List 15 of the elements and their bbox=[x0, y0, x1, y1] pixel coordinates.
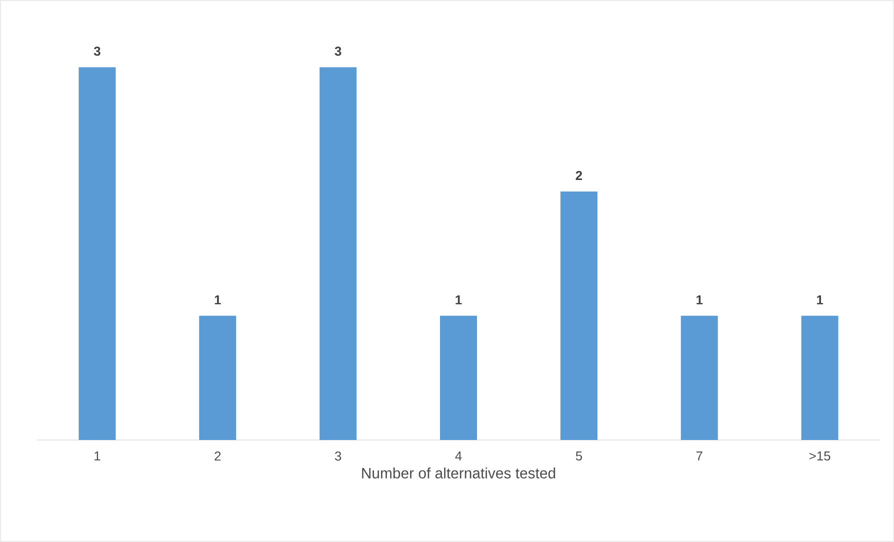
data-label: 1 bbox=[696, 295, 703, 304]
data-label: 3 bbox=[94, 46, 100, 56]
x-tick-label: >15 bbox=[809, 451, 830, 461]
data-label: 3 bbox=[334, 46, 342, 56]
x-axis-title: Number of alternatives tested bbox=[362, 468, 556, 478]
data-label: 1 bbox=[456, 295, 462, 304]
data-label: 1 bbox=[817, 295, 824, 304]
x-tick-label: 2 bbox=[214, 451, 221, 461]
x-tick-label: 7 bbox=[696, 451, 702, 460]
x-tick-label: 3 bbox=[334, 451, 342, 461]
x-tick-label: 4 bbox=[455, 451, 462, 460]
x-tick-label: 5 bbox=[576, 451, 582, 461]
data-label: 1 bbox=[214, 295, 221, 304]
x-tick-label: 1 bbox=[94, 451, 100, 460]
data-label: 2 bbox=[576, 170, 582, 180]
